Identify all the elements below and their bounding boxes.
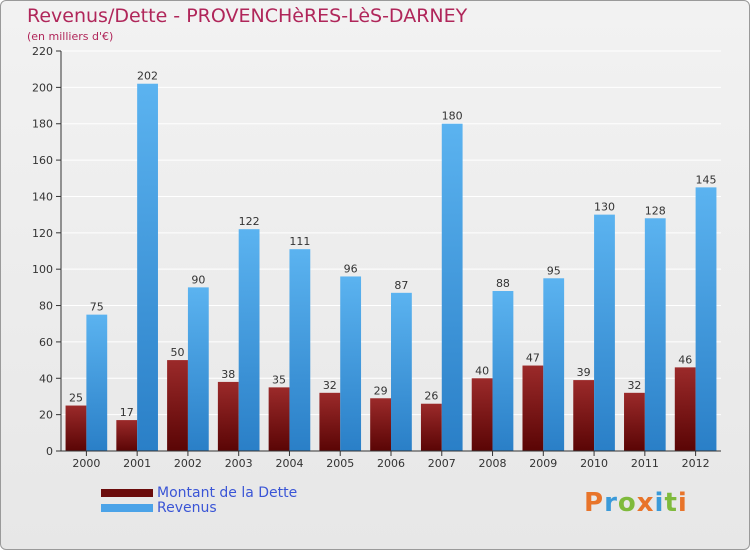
data-label: 50: [171, 346, 185, 359]
bar-dette: [522, 365, 544, 451]
y-tick-label: 60: [39, 336, 53, 349]
bar-revenus: [391, 292, 412, 451]
bar-dette: [116, 420, 138, 451]
x-tick-label: 2007: [428, 457, 456, 470]
data-label: 32: [323, 379, 337, 392]
data-label: 39: [577, 366, 591, 379]
data-label: 17: [120, 406, 134, 419]
bar-dette: [217, 381, 239, 451]
data-label: 40: [475, 364, 489, 377]
axes: 0 20 40 60 80 100 120 140 160 180 200 220 2000 2001 20…: [32, 45, 721, 470]
x-tick-label: 2003: [225, 457, 253, 470]
data-label: 130: [594, 201, 615, 214]
data-label: 25: [69, 392, 83, 405]
y-tick-label: 100: [32, 263, 53, 276]
bar-dette: [674, 367, 696, 451]
bar-dette: [319, 392, 341, 451]
x-tick-label: 2001: [123, 457, 151, 470]
bar-revenus: [86, 314, 108, 451]
data-label: 29: [374, 384, 388, 397]
data-label: 202: [137, 70, 158, 83]
bar-dette: [624, 392, 645, 451]
x-tick-label: 2010: [580, 457, 608, 470]
data-label: 26: [424, 390, 438, 403]
bar-revenus: [695, 187, 717, 451]
data-label: 95: [547, 264, 561, 277]
data-label: 46: [678, 353, 692, 366]
x-tick-label: 2005: [326, 457, 354, 470]
x-tick-label: 2012: [682, 457, 710, 470]
x-tick-label: 2002: [174, 457, 202, 470]
bar-dette: [573, 380, 595, 451]
x-tick-label: 2006: [377, 457, 405, 470]
data-label: 87: [394, 279, 408, 292]
bar-dette: [370, 398, 391, 451]
chart-title: Revenus/Dette - PROVENCHèRES-LèS-DARNEY: [27, 5, 468, 27]
y-tick-label: 0: [46, 445, 53, 458]
data-label: 96: [344, 262, 358, 275]
bar-dette: [268, 387, 290, 451]
bars: 25 75 17 202 50 90 38 122 35 111 32 96 29 87 26 180 40 88…: [65, 70, 717, 452]
bar-revenus: [543, 278, 565, 451]
bar-revenus: [340, 276, 362, 451]
x-tick-label: 2008: [479, 457, 507, 470]
data-label: 35: [272, 373, 286, 386]
y-tick-label: 200: [32, 81, 53, 94]
bar-revenus: [187, 287, 209, 451]
y-tick-label: 120: [32, 227, 53, 240]
x-tick-label: 2009: [529, 457, 557, 470]
y-tick-label: 80: [39, 300, 53, 313]
y-tick-label: 40: [39, 372, 53, 385]
legend-swatch-revenus: [101, 504, 153, 512]
data-label: 32: [627, 379, 641, 392]
y-tick-label: 160: [32, 154, 53, 167]
x-tick-label: 2000: [72, 457, 100, 470]
bar-revenus: [137, 83, 158, 452]
bar-revenus: [644, 218, 666, 451]
data-label: 122: [239, 215, 260, 228]
bar-revenus: [238, 229, 260, 451]
data-label: 111: [289, 235, 310, 248]
data-label: 47: [526, 352, 540, 365]
bar-dette: [471, 378, 493, 451]
legend-swatch-dette: [101, 489, 153, 497]
data-label: 88: [496, 277, 510, 290]
x-tick-label: 2004: [275, 457, 303, 470]
data-label: 90: [191, 273, 205, 286]
data-label: 38: [221, 368, 235, 381]
legend-label-revenus: Revenus: [157, 500, 217, 516]
bar-revenus: [594, 214, 615, 451]
data-label: 180: [442, 110, 463, 123]
data-label: 75: [90, 301, 104, 314]
data-label: 145: [696, 173, 717, 186]
bar-revenus: [289, 249, 311, 451]
legend-label-dette: Montant de la Dette: [157, 485, 298, 501]
bar-dette: [167, 360, 188, 451]
proxiti-logo: Proxiti: [584, 488, 688, 518]
y-tick-label: 140: [32, 190, 53, 203]
y-tick-label: 180: [32, 118, 53, 131]
bar-dette: [420, 403, 442, 451]
bar-revenus: [492, 291, 514, 451]
bar-dette: [65, 405, 87, 451]
y-tick-label: 20: [39, 409, 53, 422]
x-tick-label: 2011: [631, 457, 659, 470]
bar-revenus: [441, 123, 463, 452]
chart-subtitle: (en milliers d'€): [27, 30, 114, 43]
data-label: 128: [645, 204, 666, 217]
y-tick-label: 220: [32, 45, 53, 58]
